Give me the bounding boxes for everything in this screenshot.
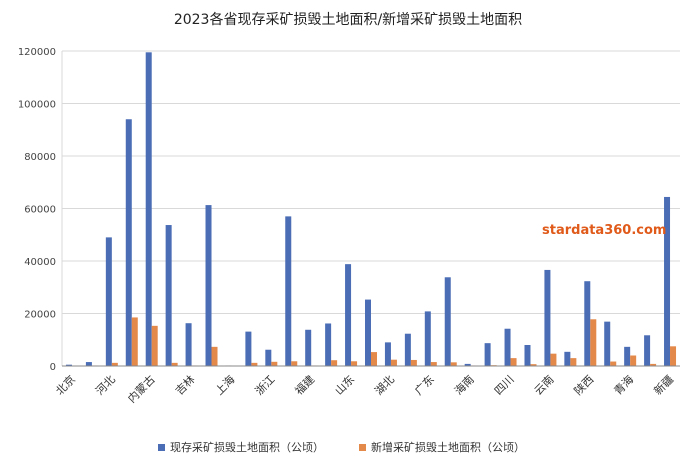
- bar-series-2-河北: [111, 362, 118, 366]
- y-tick-label: 120000: [18, 47, 56, 58]
- x-tick-label: 湖北: [372, 373, 397, 398]
- bar-series-1-贵州: [524, 345, 531, 366]
- bar-series-1-安徽: [285, 216, 292, 366]
- bar-series-2-山西: [131, 317, 138, 366]
- x-tick-label: 广东: [412, 373, 437, 398]
- x-tick-label: 北京: [53, 372, 78, 397]
- bar-series-1-江西: [325, 323, 332, 366]
- bar-series-2-新疆: [670, 346, 677, 366]
- bar-series-1-广西: [444, 277, 451, 366]
- bar-series-1-湖南: [404, 333, 411, 366]
- x-tick-label: 陕西: [571, 372, 596, 397]
- bar-series-2-浙江: [271, 361, 278, 366]
- bar-series-1-河南: [365, 299, 371, 366]
- bar-series-1-北京: [65, 364, 72, 366]
- bar-series-1-宁夏: [644, 335, 651, 366]
- bar-series-2-宁夏: [650, 363, 657, 366]
- y-tick-label: 40000: [24, 257, 56, 268]
- bar-series-1-海南: [464, 363, 471, 366]
- y-tick-label: 100000: [18, 100, 56, 111]
- bar-series-1-湖北: [384, 342, 391, 366]
- legend-label-series-2: 新增采矿损毁土地面积（公顷）: [371, 440, 525, 454]
- bar-series-2-云南: [550, 353, 557, 366]
- chart-title: 2023各省现存采矿损毁土地面积/新增采矿损毁土地面积: [174, 12, 522, 28]
- bar-series-1-云南: [544, 269, 551, 366]
- bar-series-1-广东: [424, 311, 431, 366]
- legend: 现存采矿损毁土地面积（公顷） 新增采矿损毁土地面积（公顷）: [158, 440, 525, 454]
- bar-series-1-重庆: [484, 343, 491, 366]
- bar-series-2-湖北: [390, 359, 397, 366]
- x-tick-label: 上海: [212, 372, 237, 397]
- bar-series-2-河南: [371, 352, 377, 366]
- bar-series-1-西藏: [564, 351, 571, 366]
- bar-series-1-山西: [125, 119, 132, 366]
- x-tick-label: 河北: [93, 373, 118, 398]
- legend-swatch-series-2: [359, 444, 366, 451]
- bar-series-2-西藏: [570, 358, 577, 366]
- bar-series-2-山东: [351, 361, 358, 366]
- bar-series-1-天津: [85, 362, 92, 366]
- x-tick-label: 海南: [451, 372, 476, 397]
- bar-series-1-甘肃: [604, 321, 611, 366]
- bar-series-1-福建: [305, 329, 312, 366]
- x-tick-label: 浙江: [253, 373, 278, 398]
- bar-series-2-甘肃: [610, 361, 617, 366]
- bar-series-2-黑龙江: [211, 346, 218, 366]
- x-axis: 北京 河北 内蒙古 吉林 上海 浙江 福建 山东 湖北 广东 海南 四川 云南 陕西 青海 新疆: [53, 365, 680, 405]
- bar-series-2-辽宁: [171, 362, 178, 366]
- y-tick-label: 0: [50, 362, 56, 373]
- x-tick-label: 四川: [492, 373, 517, 398]
- bar-series-1-青海: [624, 346, 631, 366]
- bar-series-2-内蒙古: [151, 325, 158, 366]
- bar-series-1-山东: [345, 264, 352, 366]
- x-tick-label: 新疆: [651, 372, 676, 397]
- bar-series-2-四川: [510, 358, 517, 366]
- bar-series-1-陕西: [584, 281, 591, 366]
- y-tick-label: 60000: [24, 205, 56, 216]
- watermark: stardata360.com: [542, 223, 666, 238]
- bar-series-2-江西: [331, 360, 338, 366]
- bar-series-1-新疆: [664, 196, 671, 366]
- x-tick-label: 内蒙古: [125, 372, 158, 405]
- bar-series-1-内蒙古: [145, 52, 152, 366]
- bar-series-2-青海: [630, 355, 637, 366]
- x-tick-label: 云南: [532, 373, 557, 398]
- bars: [65, 52, 677, 366]
- bar-series-1-黑龙江: [205, 205, 212, 366]
- bar-series-2-广西: [450, 362, 457, 366]
- bar-series-2-陕西: [590, 319, 597, 366]
- y-tick-label: 20000: [24, 310, 56, 321]
- bar-series-2-广东: [430, 362, 437, 366]
- bar-series-2-贵州: [530, 364, 537, 366]
- bar-series-1-浙江: [265, 349, 272, 366]
- bar-series-2-江苏: [251, 362, 258, 366]
- y-tick-label: 80000: [24, 152, 56, 163]
- bar-series-1-辽宁: [165, 225, 172, 366]
- bar-series-1-吉林: [185, 323, 192, 366]
- grid-lines: [61, 50, 680, 367]
- bar-series-2-湖南: [410, 359, 417, 366]
- bar-series-1-江苏: [245, 331, 252, 366]
- bar-series-2-安徽: [291, 361, 298, 366]
- y-axis: 0 20000 40000 60000 80000 100000 120000: [18, 47, 56, 373]
- bar-series-1-四川: [504, 328, 511, 366]
- x-tick-label: 山东: [332, 373, 357, 398]
- x-tick-label: 青海: [611, 372, 636, 397]
- x-tick-label: 吉林: [172, 372, 197, 397]
- legend-label-series-1: 现存采矿损毁土地面积（公顷）: [170, 440, 324, 454]
- legend-swatch-series-1: [158, 444, 165, 451]
- bar-series-1-河北: [105, 237, 112, 366]
- x-tick-label: 福建: [292, 372, 317, 397]
